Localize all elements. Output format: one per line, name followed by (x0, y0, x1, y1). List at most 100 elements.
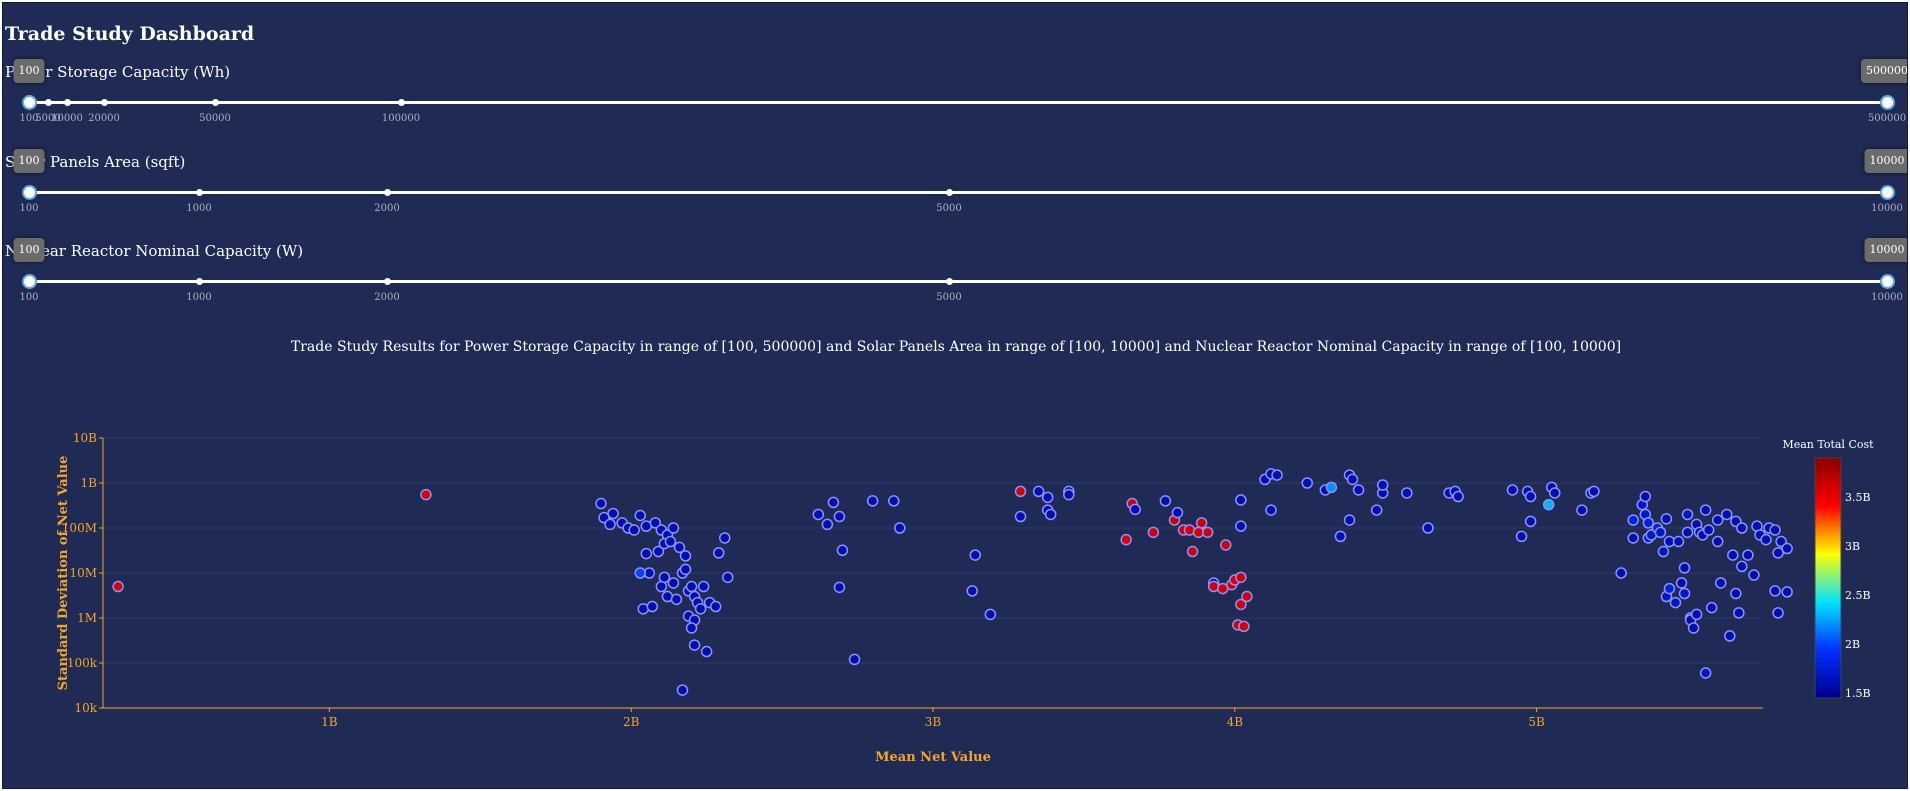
data-point (1760, 533, 1772, 546)
data-point (420, 488, 432, 501)
data-point (1376, 479, 1389, 491)
slider-max-tooltip: 10000 (1864, 238, 1907, 262)
slider-max-handle[interactable] (1879, 274, 1895, 289)
x-tick-label: 5B (1528, 715, 1545, 729)
slider-max-handle[interactable] (1879, 185, 1895, 200)
data-point (1159, 495, 1172, 507)
x-tick-label: 3B (925, 715, 942, 729)
data-point (888, 495, 900, 507)
data-point (1699, 504, 1712, 516)
slider-tick-label: 10000 (51, 113, 83, 124)
y-tick-label: 100M (62, 521, 97, 535)
data-point (1265, 504, 1277, 516)
colorbar-tick-label: 3B (1845, 540, 1860, 553)
data-point (1711, 514, 1724, 526)
data-point (1660, 513, 1673, 525)
colorbar-title: Mean Total Cost (1782, 438, 1874, 451)
slider-mark (397, 99, 405, 106)
data-point (709, 600, 722, 613)
slider-mark (63, 99, 71, 106)
data-point (1730, 587, 1742, 600)
slider-mark (945, 189, 953, 196)
y-axis-title: Standard Deviation of Net Value (56, 456, 71, 691)
slider-track[interactable] (29, 280, 1887, 283)
data-point (1524, 515, 1537, 528)
slider-label: Nuclear Reactor Nominal Capacity (W) (5, 242, 304, 260)
data-point (1014, 485, 1027, 498)
data-point (1235, 598, 1247, 611)
data-point (694, 603, 707, 615)
slider-tick-label: 100 (19, 203, 39, 214)
data-point (1681, 526, 1694, 539)
data-point (1727, 549, 1739, 561)
y-tick-label: 10k (74, 701, 97, 715)
data-point (1642, 517, 1655, 529)
slider-mark (383, 278, 391, 285)
slider-tick-label: 500000 (1867, 113, 1907, 124)
y-tick-label: 1M (77, 611, 97, 625)
x-tick-label: 2B (623, 715, 640, 729)
slider-tick-label: 100000 (381, 113, 421, 124)
slider-min-handle[interactable] (21, 274, 37, 289)
data-point (1195, 517, 1208, 529)
slider-track[interactable] (29, 191, 1887, 194)
data-point (1334, 530, 1347, 543)
data-point (634, 509, 646, 522)
data-point (712, 547, 725, 559)
slider-tick-label: 20000 (88, 113, 120, 124)
data-point (1588, 485, 1600, 498)
x-tick-label: 4B (1227, 715, 1244, 729)
slider-min-tooltip: 100 (13, 59, 45, 83)
data-point (718, 532, 731, 544)
data-point (1325, 481, 1338, 494)
slider-tick-label: 100 (19, 292, 39, 303)
slider-mark (195, 278, 203, 285)
data-point (1220, 539, 1232, 551)
slider-min-handle[interactable] (21, 95, 37, 110)
y-tick-label: 10B (73, 431, 97, 445)
data-point (1235, 520, 1247, 532)
data-point (1576, 504, 1588, 516)
data-point (1702, 524, 1715, 536)
data-point (1736, 560, 1748, 573)
data-point (1041, 491, 1054, 504)
slider-tick-label: 2000 (374, 203, 400, 214)
data-point (1524, 490, 1537, 503)
data-point (821, 518, 834, 531)
data-point (722, 571, 734, 584)
data-point (1699, 667, 1712, 679)
x-axis-title: Mean Net Value (875, 750, 991, 765)
data-point (1627, 514, 1639, 526)
data-point (1705, 601, 1718, 614)
data-point (679, 550, 692, 562)
data-point (670, 593, 683, 606)
slider-tick-label: 5000 (936, 203, 962, 214)
data-point (1515, 530, 1528, 543)
data-point (658, 571, 671, 584)
data-point (1681, 508, 1694, 521)
data-point (966, 585, 978, 597)
data-point (1675, 577, 1688, 589)
data-point (634, 567, 646, 579)
data-point (679, 563, 692, 576)
data-point (628, 524, 640, 536)
data-point (1690, 608, 1703, 621)
slider-tick-label: 2000 (374, 292, 400, 303)
data-point (1014, 510, 1027, 523)
x-tick-label: 1B (321, 715, 338, 729)
slider-min-handle[interactable] (21, 185, 37, 200)
data-point (1506, 484, 1519, 496)
slider-max-tooltip: 500000 (1861, 59, 1907, 83)
data-point (866, 495, 879, 507)
data-point (1352, 484, 1365, 496)
data-point (667, 577, 680, 589)
slider-max-handle[interactable] (1879, 95, 1895, 110)
slider-track[interactable] (29, 101, 1887, 104)
results-title: Trade Study Results for Power Storage Ca… (290, 339, 1622, 355)
data-point (1422, 522, 1434, 534)
slider-tick-label: 1000 (186, 292, 212, 303)
data-point (1346, 473, 1359, 486)
data-point (1147, 526, 1160, 539)
data-point (1548, 487, 1561, 499)
data-point (1772, 547, 1784, 559)
